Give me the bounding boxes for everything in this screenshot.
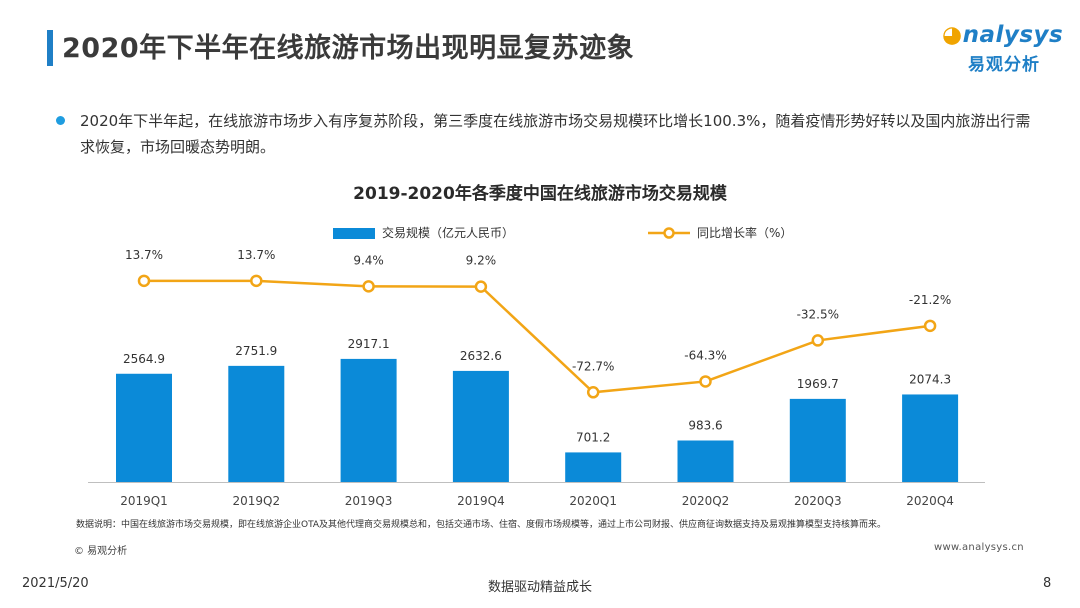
bar-value-label: 2632.6 <box>460 349 502 363</box>
bar <box>340 358 397 482</box>
growth-line <box>144 279 931 394</box>
x-tick-label: 2020Q2 <box>682 494 730 508</box>
bar-value-label: 2074.3 <box>909 372 951 386</box>
website-url: www.analysys.cn <box>934 542 1024 553</box>
growth-point <box>474 280 488 293</box>
logo-cn-text: 易观分析 <box>968 55 1040 75</box>
page-title: 2020年下半年在线旅游市场出现明显复苏迹象 <box>62 33 635 64</box>
growth-value-label: 9.2% <box>466 254 497 268</box>
page-number: 8 <box>1043 576 1052 591</box>
bar <box>789 398 846 482</box>
bar-value-label: 2564.9 <box>123 352 165 366</box>
summary-text: 2020年下半年起，在线旅游市场步入有序复苏阶段，第三季度在线旅游市场交易规模环… <box>80 112 1031 156</box>
growth-point <box>923 319 937 333</box>
x-tick-label: 2020Q3 <box>794 494 842 508</box>
x-tick-label: 2019Q3 <box>345 494 393 508</box>
x-tick-label: 2019Q2 <box>232 494 280 508</box>
x-tick-label: 2019Q4 <box>457 494 505 508</box>
x-tick-label: 2020Q1 <box>569 494 617 508</box>
bullet-dot-icon <box>56 116 65 125</box>
growth-point <box>811 334 825 347</box>
legend-line-marker <box>663 227 675 239</box>
analysys-logo: ◕nalysys 易观分析 <box>942 18 1064 78</box>
logo-wordmark: nalysys <box>962 22 1064 48</box>
source-credit: © 易观分析 <box>74 546 128 557</box>
bar <box>902 394 959 482</box>
bar <box>565 452 622 482</box>
bar-value-label: 2917.1 <box>348 337 390 351</box>
growth-value-label: 13.7% <box>125 248 163 262</box>
growth-value-label: -72.7% <box>572 359 614 373</box>
legend-bar-swatch <box>333 228 375 239</box>
data-note: 数据说明：中国在线旅游市场交易规模，即在线旅游企业OTA及其他代理商交易规模总和… <box>76 520 887 530</box>
footer-slogan: 数据驱动精益成长 <box>487 580 592 595</box>
growth-point <box>699 375 712 388</box>
bar <box>677 440 734 482</box>
growth-value-label: 13.7% <box>237 248 275 262</box>
growth-value-label: -32.5% <box>797 307 839 321</box>
bar <box>228 365 285 482</box>
bar-value-label: 983.6 <box>688 418 722 432</box>
legend-bar-label: 交易规模（亿元人民币） <box>382 225 514 240</box>
x-tick-label: 2020Q4 <box>906 494 954 508</box>
bar-value-label: 1969.7 <box>797 377 839 391</box>
legend-line-label: 同比增长率（%） <box>697 225 792 240</box>
growth-point <box>362 280 375 293</box>
growth-value-label: -64.3% <box>684 348 726 362</box>
chart-title: 2019-2020年各季度中国在线旅游市场交易规模 <box>353 184 727 204</box>
bar <box>116 373 172 482</box>
bar-value-label: 701.2 <box>576 430 610 444</box>
title-accent-bar <box>47 30 53 66</box>
x-tick-label: 2019Q1 <box>120 494 168 508</box>
bar-value-label: 2751.9 <box>235 344 277 358</box>
growth-point <box>250 274 263 288</box>
growth-point <box>586 386 600 399</box>
growth-value-label: -21.2% <box>909 293 951 307</box>
bar <box>452 370 509 482</box>
growth-value-label: 9.4% <box>353 253 384 267</box>
report-date: 2021/5/20 <box>22 576 89 591</box>
logo-ring-icon: ◕ <box>942 22 963 48</box>
growth-point <box>137 274 151 288</box>
